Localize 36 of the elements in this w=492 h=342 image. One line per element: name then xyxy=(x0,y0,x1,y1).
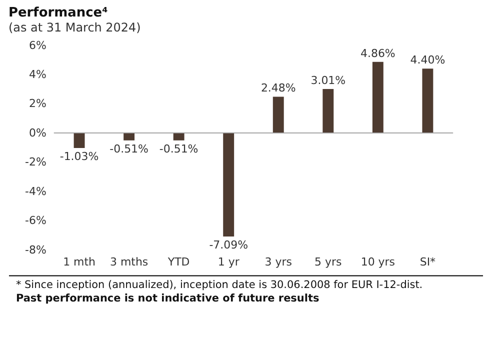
x-tick-label: YTD xyxy=(166,255,190,268)
data-label: 4.40% xyxy=(410,54,446,67)
bar xyxy=(74,132,85,148)
bar xyxy=(422,68,434,133)
y-tick-label: -4% xyxy=(25,184,46,198)
y-tick-label: 6% xyxy=(29,38,46,52)
data-label: -1.03% xyxy=(60,150,99,163)
data-label: 4.86% xyxy=(360,46,396,60)
chart-subtitle: (as at 31 March 2024) xyxy=(8,20,141,34)
data-label: -0.51% xyxy=(159,142,198,156)
x-tick-label: 5 yrs xyxy=(314,255,342,268)
bar xyxy=(223,132,234,237)
chart-title: Performance⁴ xyxy=(8,5,108,20)
x-tick-label: 3 mths xyxy=(110,255,148,268)
bar xyxy=(322,88,334,133)
y-tick-label: 2% xyxy=(29,97,46,110)
y-tick-label: 4% xyxy=(29,68,46,81)
data-label: 2.48% xyxy=(260,82,296,95)
text: * Since inception (annualized), inception date is 30.06.2008 for EUR I-12-dist. xyxy=(16,278,423,291)
x-tick-label: 3 yrs xyxy=(264,255,292,268)
bar xyxy=(272,96,284,133)
data-label: -7.09% xyxy=(209,238,248,252)
data-label: 3.01% xyxy=(310,74,346,87)
x-tick-label: 1 yr xyxy=(218,255,240,268)
x-tick-label: 1 mth xyxy=(63,255,96,268)
bar xyxy=(173,132,184,140)
text: Past performance is not indicative of future results xyxy=(16,292,320,305)
x-tick-label: SI* xyxy=(420,255,436,268)
y-tick-label: 0% xyxy=(29,126,46,140)
y-tick-label: -6% xyxy=(25,214,46,228)
bar xyxy=(372,62,384,133)
y-tick-label: -2% xyxy=(25,156,46,169)
y-tick-label: -8% xyxy=(25,243,46,256)
bar xyxy=(124,132,135,140)
data-label: -0.51% xyxy=(110,142,148,156)
x-tick-label: 10 yrs xyxy=(360,255,396,268)
